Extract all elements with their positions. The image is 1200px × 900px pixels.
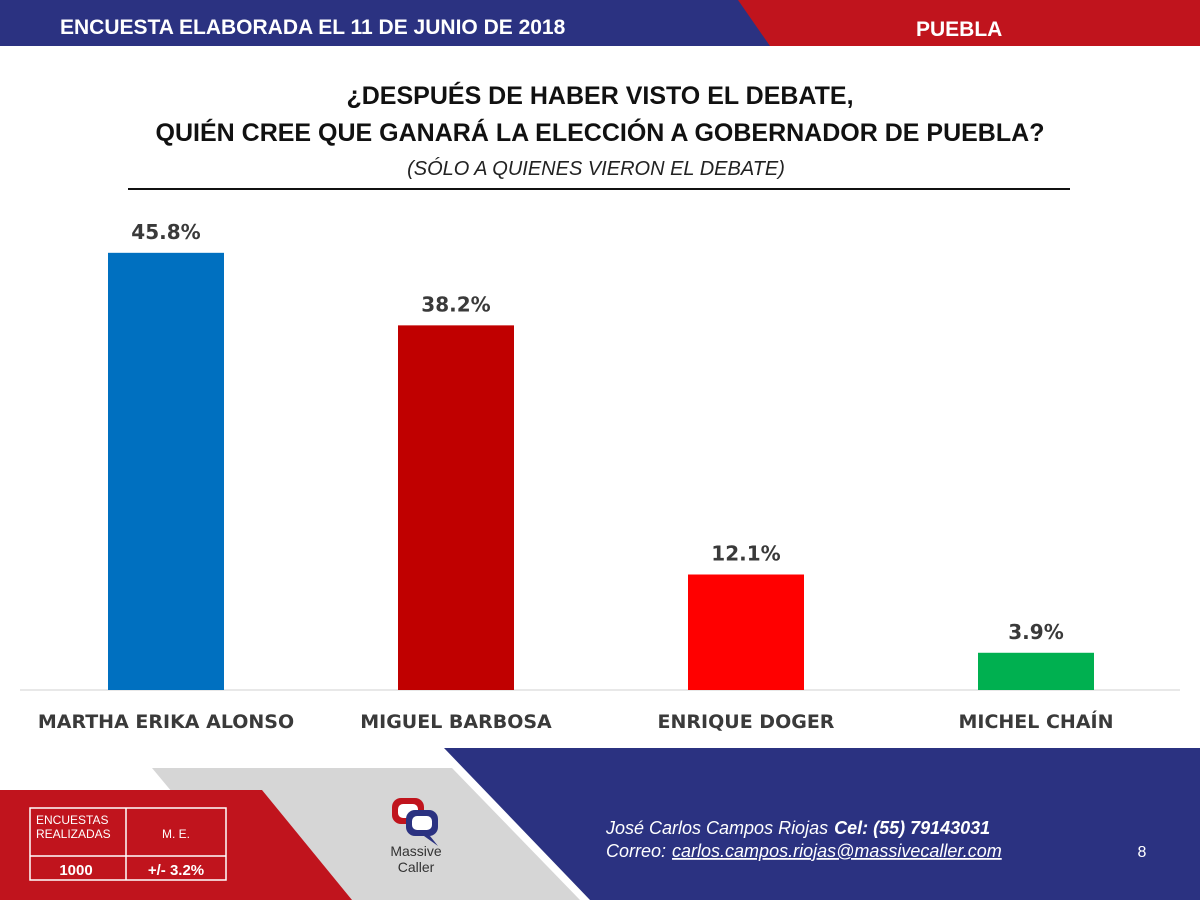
- header-region: PUEBLA: [916, 18, 1002, 41]
- bar-2: [398, 325, 514, 690]
- footer: ENCUESTAS REALIZADAS M. E. 1000 +/- 3.2%…: [0, 748, 1200, 900]
- surveys-label-line2: REALIZADAS: [36, 827, 111, 841]
- bar-1: [108, 252, 224, 690]
- contact-line2: Correo: carlos.campos.riojas@massivecalle…: [606, 841, 1002, 861]
- value-label-2: 38.2%: [421, 292, 490, 316]
- header-survey-date: ENCUESTA ELABORADA EL 11 DE JUNIO DE 201…: [60, 16, 566, 39]
- page-number: 8: [1138, 844, 1147, 861]
- me-value: +/- 3.2%: [148, 862, 204, 879]
- chart-title-line1: ¿DESPUÉS DE HABER VISTO EL DEBATE,: [346, 81, 853, 110]
- stats-table-border: [29, 807, 227, 881]
- surveys-label-line1: ENCUESTAS: [36, 813, 108, 827]
- category-label-4: MICHEL CHAÍN: [958, 710, 1113, 733]
- category-label-2: MIGUEL BARBOSA: [360, 711, 552, 733]
- stats-table: ENCUESTAS REALIZADAS M. E. 1000 +/- 3.2%: [29, 807, 227, 881]
- contact-name: José Carlos Campos Riojas: [605, 818, 828, 838]
- bar-3: [688, 574, 804, 690]
- bar-4: [978, 652, 1094, 690]
- header-band: ENCUESTA ELABORADA EL 11 DE JUNIO DE 201…: [0, 0, 1200, 46]
- value-label-1: 45.8%: [131, 220, 200, 244]
- me-label: M. E.: [162, 827, 190, 841]
- contact-email-link[interactable]: carlos.campos.riojas@massivecaller.com: [672, 841, 1002, 861]
- value-label-3: 12.1%: [711, 542, 780, 566]
- speech-bubbles-icon: [392, 798, 438, 846]
- logo: Massive Caller: [390, 798, 442, 875]
- chart-subtitle: (SÓLO A QUIENES VIERON EL DEBATE): [407, 157, 785, 180]
- bar-chart: 45.8% MARTHA ERIKA ALONSO 38.2% MIGUEL BARB…: [20, 220, 1180, 733]
- logo-text-line2: Caller: [398, 859, 435, 875]
- category-label-1: MARTHA ERIKA ALONSO: [38, 711, 294, 733]
- category-label-3: ENRIQUE DOGER: [658, 711, 835, 733]
- contact-line1: José Carlos Campos Riojas Cel: (55) 79143…: [605, 818, 990, 838]
- contact-email-label: Correo:: [606, 841, 666, 861]
- header-navy-segment: [0, 0, 770, 46]
- footer-navy-shape: [444, 748, 1200, 900]
- surveys-value: 1000: [59, 862, 92, 879]
- value-label-4: 3.9%: [1008, 620, 1063, 644]
- logo-text-line1: Massive: [390, 843, 442, 859]
- chart-title-line2: QUIÉN CREE QUE GANARÁ LA ELECCIÓN A GOBE…: [156, 117, 1045, 147]
- footer-red-shape: [0, 790, 352, 900]
- contact-phone: Cel: (55) 79143031: [834, 818, 990, 838]
